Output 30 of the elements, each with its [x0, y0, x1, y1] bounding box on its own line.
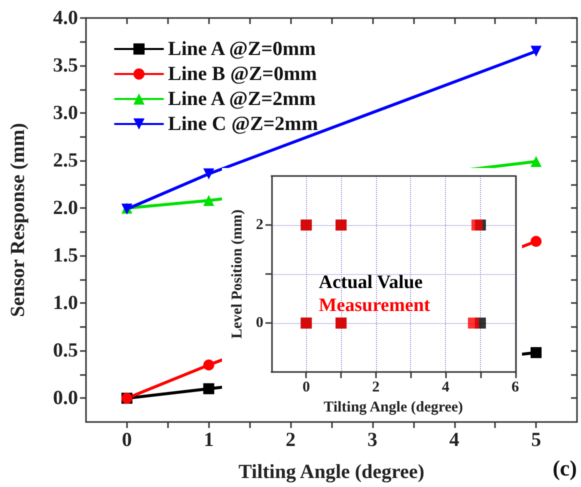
y-tick-label: 0.5: [53, 340, 78, 362]
y-tick-label: 1.5: [53, 244, 78, 267]
x-axis-title: Tilting Angle (degree): [238, 461, 424, 483]
x-tick-label: 2: [286, 429, 296, 451]
legend-label: Line C @Z=2mm: [168, 113, 318, 135]
y-tick-label: 2.5: [53, 150, 78, 172]
x-tick-label: 4: [442, 380, 450, 396]
legend-label: Line B @Z=0mm: [168, 63, 318, 85]
x-tick-label: 2: [372, 380, 380, 396]
legend-label: Line A @Z=2mm: [168, 88, 316, 110]
y-tick-label: 0.0: [53, 387, 78, 410]
x-axis-title: Tilting Angle (degree): [324, 400, 464, 416]
x-tick-label: 4: [449, 429, 460, 451]
legend-label: Line A @Z=0mm: [168, 38, 316, 60]
y-axis-title: Sensor Response (mm): [7, 122, 29, 318]
y-tick-label: 1.0: [53, 292, 78, 314]
y-axis-title: Level Position (mm): [230, 209, 246, 339]
x-tick-label: 5: [531, 429, 542, 451]
x-tick-label: 1: [204, 429, 214, 451]
x-tick-label: 0: [122, 429, 132, 451]
x-tick-label: 3: [367, 429, 378, 451]
y-tick-label: 4.0: [53, 7, 78, 29]
x-tick-label: 6: [512, 380, 520, 396]
series-label: Measurement: [318, 295, 431, 316]
series-label: Actual Value: [318, 272, 423, 293]
y-tick-label: 3.5: [53, 54, 78, 77]
y-tick-label: 3.0: [53, 102, 78, 124]
x-tick-label: 0: [302, 380, 310, 396]
y-tick-label: 2.0: [53, 197, 78, 220]
text: (c): [552, 456, 578, 480]
